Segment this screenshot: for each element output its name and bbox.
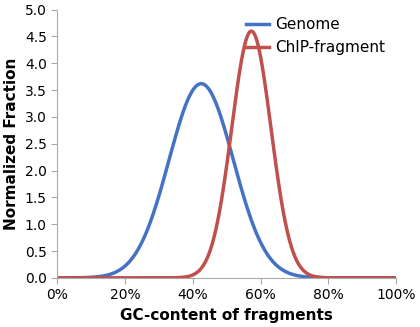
ChIP-fragment (72, 276, 77, 280)
Line: Genome: Genome (57, 84, 396, 278)
Genome (384, 276, 389, 280)
Genome (72, 276, 77, 280)
ChIP-fragment (394, 276, 399, 280)
ChIP-fragment (249, 29, 254, 33)
ChIP-fragment (55, 276, 60, 280)
Y-axis label: Normalized Fraction: Normalized Fraction (4, 58, 19, 230)
Genome (55, 276, 60, 280)
X-axis label: GC-content of fragments: GC-content of fragments (120, 308, 333, 323)
Genome (210, 95, 215, 98)
ChIP-fragment (384, 276, 389, 280)
ChIP-fragment (322, 276, 327, 280)
Genome (384, 276, 389, 280)
Genome (220, 119, 225, 123)
Genome (394, 276, 399, 280)
Line: ChIP-fragment: ChIP-fragment (57, 31, 396, 278)
Genome (199, 82, 204, 86)
ChIP-fragment (384, 276, 389, 280)
ChIP-fragment (219, 195, 224, 199)
Legend: Genome, ChIP-fragment: Genome, ChIP-fragment (246, 17, 385, 55)
ChIP-fragment (210, 239, 215, 243)
Genome (322, 276, 327, 280)
